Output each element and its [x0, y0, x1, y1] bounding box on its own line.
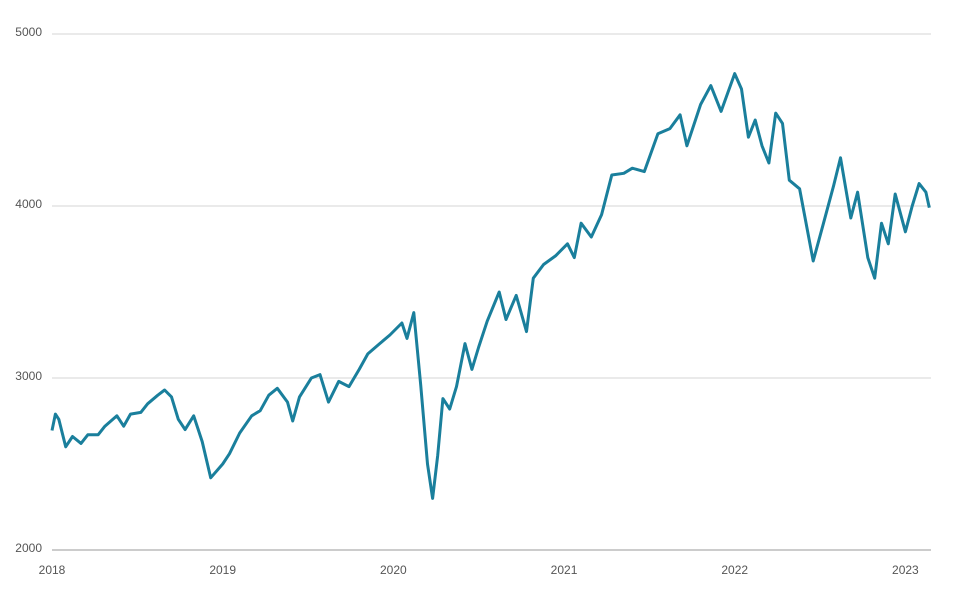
- x-tick-label: 2022: [721, 563, 748, 577]
- line-series: [50, 72, 931, 500]
- x-tick-label: 2019: [209, 563, 236, 577]
- x-tick-label: 2020: [380, 563, 407, 577]
- y-tick-label: 5000: [15, 25, 42, 39]
- y-tick-label: 2000: [15, 541, 42, 555]
- x-tick-label: 2018: [39, 563, 66, 577]
- y-tick-label: 3000: [15, 369, 42, 383]
- x-tick-label: 2023: [892, 563, 919, 577]
- x-tick-label: 2021: [551, 563, 578, 577]
- y-tick-label: 4000: [15, 197, 42, 211]
